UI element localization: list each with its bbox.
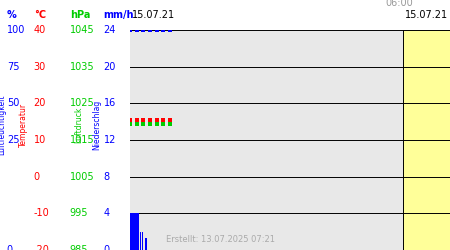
Point xyxy=(133,28,140,32)
Text: 30: 30 xyxy=(34,62,46,72)
Point xyxy=(140,28,147,32)
Text: Luftfeuchtigkeit: Luftfeuchtigkeit xyxy=(0,95,6,155)
Text: Erstellt: 13.07.2025 07:21: Erstellt: 13.07.2025 07:21 xyxy=(166,236,275,244)
Text: 985: 985 xyxy=(70,245,88,250)
Bar xyxy=(135,213,136,250)
Bar xyxy=(142,232,143,250)
Text: Niederschlag: Niederschlag xyxy=(92,100,101,150)
Point xyxy=(133,122,140,126)
Point xyxy=(166,118,174,122)
Bar xyxy=(403,30,450,67)
Text: 15.07.21: 15.07.21 xyxy=(405,10,448,20)
Bar xyxy=(140,232,141,250)
Point xyxy=(166,28,174,32)
Text: 25: 25 xyxy=(7,135,19,145)
Bar xyxy=(131,213,133,250)
Text: %: % xyxy=(7,10,17,20)
Text: 100: 100 xyxy=(7,25,25,35)
Bar xyxy=(130,213,131,250)
Text: 0: 0 xyxy=(104,245,110,250)
Text: 06:00: 06:00 xyxy=(385,0,413,8)
Text: -10: -10 xyxy=(34,208,50,218)
Point xyxy=(153,28,160,32)
Bar xyxy=(130,140,403,177)
Text: 15.07.21: 15.07.21 xyxy=(132,10,176,20)
Text: 12: 12 xyxy=(104,135,116,145)
Point xyxy=(126,118,134,122)
Text: 8: 8 xyxy=(104,172,110,182)
Bar xyxy=(137,213,138,250)
Point xyxy=(140,122,147,126)
Text: Luftdruck: Luftdruck xyxy=(74,107,83,143)
Bar xyxy=(145,238,147,250)
Point xyxy=(153,122,160,126)
Text: 995: 995 xyxy=(70,208,88,218)
Point xyxy=(126,122,134,126)
Text: 10: 10 xyxy=(34,135,46,145)
Bar xyxy=(134,213,135,250)
Text: 40: 40 xyxy=(34,25,46,35)
Bar xyxy=(138,213,139,250)
Point xyxy=(133,118,140,122)
Text: 75: 75 xyxy=(7,62,19,72)
Bar xyxy=(403,213,450,250)
Text: 1015: 1015 xyxy=(70,135,94,145)
Bar xyxy=(130,213,403,250)
Point xyxy=(166,122,174,126)
Text: Temperatur: Temperatur xyxy=(19,103,28,147)
Text: °C: °C xyxy=(34,10,46,20)
Text: 50: 50 xyxy=(7,98,19,108)
Text: 16: 16 xyxy=(104,98,116,108)
Text: 0: 0 xyxy=(7,245,13,250)
Point xyxy=(160,122,167,126)
Bar xyxy=(130,67,403,103)
Bar xyxy=(130,103,403,140)
Bar xyxy=(130,177,403,213)
Bar xyxy=(403,103,450,140)
Text: 1035: 1035 xyxy=(70,62,94,72)
Text: 20: 20 xyxy=(104,62,116,72)
Point xyxy=(160,28,167,32)
Point xyxy=(160,118,167,122)
Bar xyxy=(403,177,450,213)
Text: 24: 24 xyxy=(104,25,116,35)
Text: mm/h: mm/h xyxy=(104,10,134,20)
Text: 1025: 1025 xyxy=(70,98,94,108)
Point xyxy=(146,28,153,32)
Bar xyxy=(403,67,450,103)
Text: hPa: hPa xyxy=(70,10,90,20)
Point xyxy=(146,118,153,122)
Point xyxy=(146,122,153,126)
Text: -20: -20 xyxy=(34,245,50,250)
Point xyxy=(153,118,160,122)
Text: 1045: 1045 xyxy=(70,25,94,35)
Point xyxy=(126,28,134,32)
Text: 1005: 1005 xyxy=(70,172,94,182)
Text: 0: 0 xyxy=(34,172,40,182)
Bar xyxy=(403,140,450,177)
Bar xyxy=(130,30,403,67)
Bar xyxy=(133,213,134,250)
Point xyxy=(140,118,147,122)
Text: 20: 20 xyxy=(34,98,46,108)
Text: 4: 4 xyxy=(104,208,110,218)
